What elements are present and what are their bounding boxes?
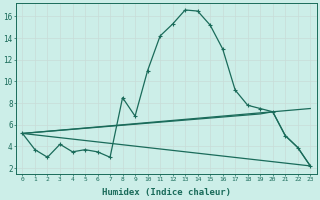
X-axis label: Humidex (Indice chaleur): Humidex (Indice chaleur)	[102, 188, 231, 197]
